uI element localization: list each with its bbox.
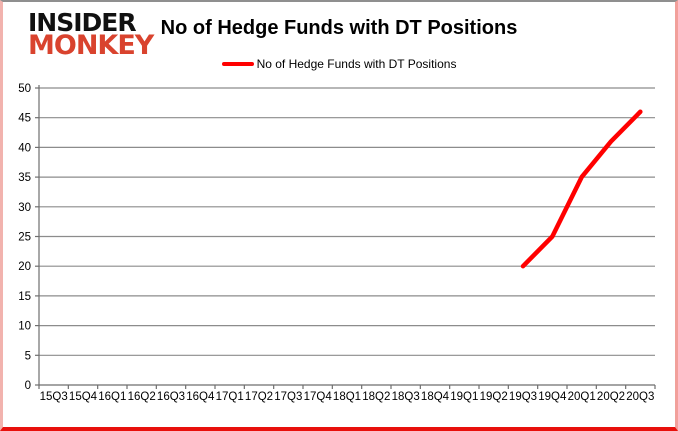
x-axis-label: 16Q1 (98, 391, 126, 403)
x-axis-label: 19Q4 (538, 391, 567, 403)
y-axis-label: 20 (18, 261, 31, 273)
legend-line-marker (221, 62, 254, 66)
x-axis-label: 16Q2 (128, 391, 156, 403)
x-axis-label: 17Q2 (245, 391, 273, 403)
y-axis-label: 25 (18, 232, 31, 244)
insider-monkey-logo: INSIDER MONKEY (28, 8, 154, 61)
y-axis-label: 50 (18, 83, 31, 95)
y-axis-label: 35 (18, 172, 31, 184)
x-axis-label: 15Q3 (40, 391, 68, 403)
y-axis-label: 15 (18, 291, 31, 303)
x-axis-label: 17Q3 (274, 391, 302, 403)
y-axis-label: 5 (25, 350, 31, 362)
x-axis-label: 19Q3 (509, 391, 537, 403)
logo-insider: INSIDER (28, 8, 137, 37)
x-axis-label: 18Q4 (421, 391, 450, 403)
x-axis-label: 18Q2 (362, 391, 390, 403)
y-axis-label: 0 (25, 380, 31, 392)
series-line (520, 109, 643, 269)
y-axis-label: 30 (18, 202, 31, 214)
x-axis-label: 15Q4 (69, 391, 98, 403)
legend-label: No of Hedge Funds with DT Positions (256, 57, 457, 71)
x-axis-label: 19Q2 (480, 391, 508, 403)
logo-monkey: MONKEY (28, 30, 154, 61)
x-axis-label: 16Q4 (186, 391, 215, 403)
x-axis-label: 20Q3 (626, 391, 654, 403)
y-axis-label: 45 (18, 113, 31, 125)
y-axis-label: 10 (18, 321, 31, 333)
x-axis-label: 17Q4 (304, 391, 333, 403)
x-axis-label: 19Q1 (450, 391, 478, 403)
x-axis-label: 18Q1 (333, 391, 361, 403)
legend: No of Hedge Funds with DT Positions (3, 57, 675, 71)
chart-plot-area: 0 5 10 15 20 25 30 35 40 45 50 15Q3 15Q4 16Q1 16Q2 16Q3… (18, 83, 656, 403)
y-axis-label: 40 (18, 142, 31, 154)
x-axis-label: 18Q3 (392, 391, 420, 403)
x-axis-label: 17Q1 (216, 391, 244, 403)
x-axis-label: 20Q2 (597, 391, 625, 403)
chart-title: No of Hedge Funds with DT Positions (160, 17, 518, 39)
x-axis-label: 16Q3 (157, 391, 185, 403)
x-axis-label: 20Q1 (568, 391, 596, 403)
